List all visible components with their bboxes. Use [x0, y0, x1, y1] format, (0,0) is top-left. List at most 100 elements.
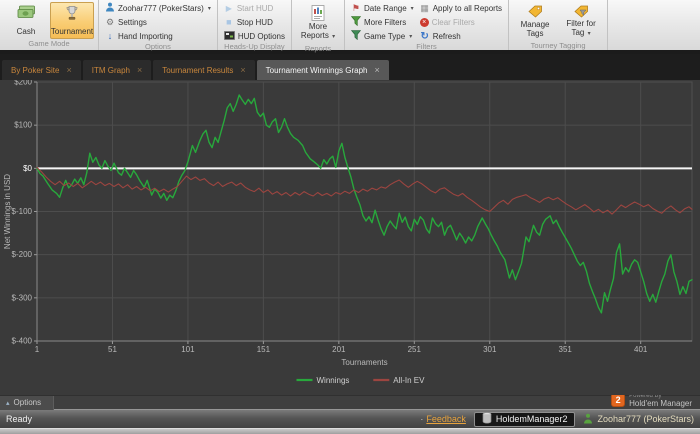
- clear-filters-label: Clear Filters: [432, 18, 475, 27]
- group-caption-hud: Heads-Up Display: [222, 42, 287, 52]
- cash-button-label: Cash: [17, 28, 36, 37]
- clear-filters-button[interactable]: × Clear Filters: [420, 16, 502, 28]
- database-button[interactable]: HoldemManager2: [474, 412, 576, 427]
- tab-label: Tournament Winnings Graph: [266, 66, 368, 75]
- cash-icon: [17, 5, 36, 21]
- refresh-button[interactable]: ↻ Refresh: [420, 30, 502, 42]
- dropdown-caret-icon: ▾: [332, 34, 335, 40]
- hand-importing-label: Hand Importing: [118, 32, 173, 41]
- stop-hud-button[interactable]: ■ Stop HUD: [224, 16, 285, 28]
- cash-button[interactable]: Cash: [4, 2, 48, 39]
- bullet-icon: ·: [420, 414, 423, 424]
- x-tick-label: 251: [408, 345, 422, 354]
- tab-itm-graph[interactable]: ITM Graph ×: [83, 60, 152, 80]
- y-tick-label: $-100: [12, 207, 33, 216]
- y-axis-title: Net Winnings in USD: [3, 174, 12, 249]
- group-caption-reports: Reports: [296, 44, 340, 54]
- play-icon: ▶: [224, 4, 234, 13]
- tournament-button[interactable]: Tournament: [50, 2, 94, 39]
- refresh-icon: ↻: [420, 31, 430, 42]
- x-tick-label: 151: [257, 345, 271, 354]
- status-ready: Ready: [6, 414, 420, 424]
- x-tick-label: 301: [483, 345, 497, 354]
- hud-monitor-icon: [224, 31, 235, 42]
- feedback-link-wrap: ·Feedback: [420, 414, 466, 424]
- more-reports-label: More Reports ▾: [298, 23, 338, 41]
- flag-icon: ⚑: [351, 3, 361, 14]
- stop-icon: ■: [224, 17, 234, 27]
- account-label: Zoohar777 (PokerStars): [118, 4, 204, 13]
- reports-chart-icon: [310, 5, 326, 23]
- apply-grid-icon: ▦: [420, 3, 430, 14]
- status-bar: Ready ·Feedback HoldemManager2 Zoohar777…: [0, 409, 700, 428]
- filter-for-tag-button[interactable]: Filter for Tag ▾: [559, 2, 603, 41]
- hud-options-label: HUD Options: [238, 32, 285, 41]
- tag-icon: [528, 5, 543, 20]
- hud-options-button[interactable]: HUD Options: [224, 30, 285, 42]
- ribbon: Cash Tournament Game Mode Zoohar777 (Pok…: [0, 0, 700, 54]
- tab-label: Tournament Results: [162, 66, 233, 75]
- settings-button[interactable]: ⚙ Settings: [105, 16, 211, 28]
- ribbon-group-filters: ⚑ Date Range ▾ More Filters Game Type ▾ …: [345, 0, 509, 50]
- tab-label: ITM Graph: [92, 66, 130, 75]
- options-strip: ▴ Options 2 Powered By Hold'em Manager: [0, 395, 700, 409]
- dropdown-caret-icon: ▾: [409, 33, 412, 40]
- start-hud-button[interactable]: ▶ Start HUD: [224, 2, 285, 14]
- y-tick-label: $200: [14, 80, 32, 87]
- tab-tournament-results[interactable]: Tournament Results ×: [153, 60, 254, 80]
- database-icon: [482, 412, 492, 426]
- apply-all-label: Apply to all Reports: [433, 4, 502, 13]
- funnel-icon: [351, 30, 361, 42]
- series-winnings: [37, 95, 692, 313]
- ribbon-group-hud: ▶ Start HUD ■ Stop HUD HUD Options Heads…: [218, 0, 292, 50]
- tab-tournament-winnings-graph[interactable]: Tournament Winnings Graph ×: [257, 60, 389, 80]
- date-range-dropdown[interactable]: ⚑ Date Range ▾: [351, 2, 414, 14]
- legend-label: Winnings: [317, 376, 350, 385]
- close-icon[interactable]: ×: [374, 65, 379, 75]
- refresh-label: Refresh: [433, 32, 461, 41]
- x-tick-label: 1: [35, 345, 40, 354]
- close-icon[interactable]: ×: [240, 65, 245, 75]
- date-range-label: Date Range: [364, 4, 407, 13]
- statusbar-account[interactable]: Zoohar777 (PokerStars): [583, 413, 694, 426]
- group-caption-game-mode: Game Mode: [4, 39, 94, 50]
- manage-tags-label: Manage Tags: [515, 21, 555, 38]
- user-icon: [105, 2, 115, 14]
- close-icon[interactable]: ×: [66, 65, 71, 75]
- hand-importing-button[interactable]: ↓ Hand Importing: [105, 30, 211, 42]
- ribbon-group-game-mode: Cash Tournament Game Mode: [0, 0, 99, 50]
- collapse-caret-icon: ▴: [6, 399, 10, 407]
- trophy-icon: [64, 5, 80, 24]
- y-tick-label: $100: [14, 121, 32, 130]
- tournament-button-label: Tournament: [51, 28, 93, 37]
- bottom-edge: [0, 428, 700, 434]
- tag-filter-icon: [574, 5, 589, 20]
- more-filters-button[interactable]: More Filters: [351, 16, 414, 28]
- game-type-dropdown[interactable]: Game Type ▾: [351, 30, 414, 42]
- gear-icon: ⚙: [105, 17, 115, 28]
- clear-filters-icon: ×: [420, 18, 429, 27]
- close-icon[interactable]: ×: [137, 65, 142, 75]
- more-filters-label: More Filters: [364, 18, 406, 27]
- group-caption-filters: Filters: [349, 42, 504, 52]
- apply-all-reports-button[interactable]: ▦ Apply to all Reports: [420, 2, 502, 14]
- settings-label: Settings: [118, 18, 147, 27]
- legend-label: All-In EV: [393, 376, 425, 385]
- account-dropdown[interactable]: Zoohar777 (PokerStars) ▾: [105, 2, 211, 14]
- stop-hud-label: Stop HUD: [237, 18, 273, 27]
- x-tick-label: 51: [108, 345, 117, 354]
- more-reports-button[interactable]: More Reports ▾: [296, 2, 340, 44]
- dropdown-caret-icon: ▾: [208, 5, 211, 12]
- manage-tags-button[interactable]: Manage Tags: [513, 2, 557, 41]
- x-tick-label: 351: [559, 345, 573, 354]
- x-axis-title: Tournaments: [341, 358, 387, 367]
- y-tick-label: $-200: [12, 250, 33, 259]
- tab-by-poker-site[interactable]: By Poker Site ×: [2, 60, 81, 80]
- filter-for-tag-label: Filter for Tag ▾: [561, 20, 601, 38]
- tournament-winnings-chart: $200$100$0$-100$-200$-300$-4001511011512…: [0, 80, 700, 395]
- y-tick-label: $-300: [12, 293, 33, 302]
- dropdown-caret-icon: ▾: [588, 31, 591, 37]
- series-all-in-ev: [37, 168, 692, 215]
- options-panel-toggle[interactable]: ▴ Options: [0, 396, 54, 410]
- feedback-link[interactable]: Feedback: [426, 414, 466, 424]
